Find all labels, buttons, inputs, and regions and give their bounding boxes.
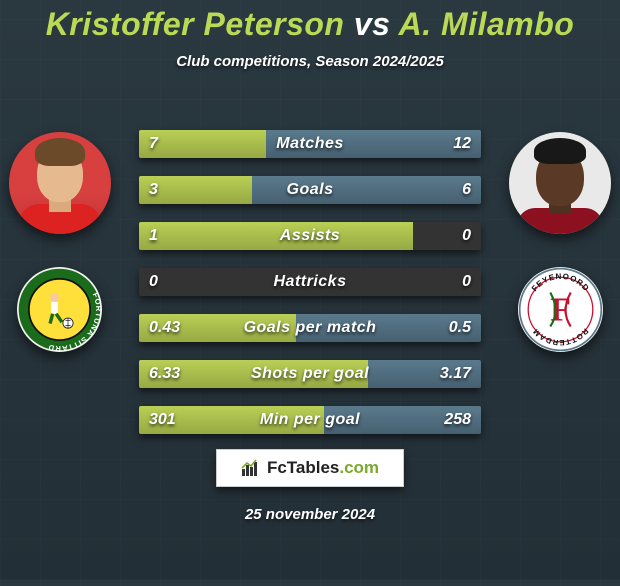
player2-name: A. Milambo [399, 6, 575, 42]
metric-row: 712Matches [139, 130, 481, 158]
metric-label: Goals [139, 176, 481, 204]
metric-row: 301258Min per goal [139, 406, 481, 434]
player1-club-crest: FORTUNA SITTARD [17, 267, 102, 352]
bar-chart-icon [241, 459, 261, 477]
player2-avatar [509, 132, 611, 234]
comparison-bars: 712Matches 36Goals 10Assists 00Hattricks 0.4… [139, 130, 481, 452]
subtitle: Club competitions, Season 2024/2025 [0, 53, 620, 70]
metric-label: Hattricks [139, 268, 481, 296]
metric-row: 6.333.17Shots per goal [139, 360, 481, 388]
metric-row: 00Hattricks [139, 268, 481, 296]
metric-label: Matches [139, 130, 481, 158]
fctables-text: FcTables [267, 458, 339, 477]
player1-name: Kristoffer Peterson [46, 6, 345, 42]
date-text: 25 november 2024 [0, 506, 620, 523]
metric-label: Assists [139, 222, 481, 250]
metric-row: 0.430.5Goals per match [139, 314, 481, 342]
comparison-title: Kristoffer Peterson vs A. Milambo [0, 6, 620, 43]
player2-club-crest: FEYENOORD ROTTERDAM F [518, 267, 603, 352]
player1-avatar [9, 132, 111, 234]
fctables-domain: .com [339, 458, 379, 477]
fctables-badge: FcTables.com [216, 449, 404, 487]
metric-label: Shots per goal [139, 360, 481, 388]
metric-label: Min per goal [139, 406, 481, 434]
metric-row: 10Assists [139, 222, 481, 250]
metric-label: Goals per match [139, 314, 481, 342]
vs-text: vs [354, 6, 391, 42]
metric-row: 36Goals [139, 176, 481, 204]
